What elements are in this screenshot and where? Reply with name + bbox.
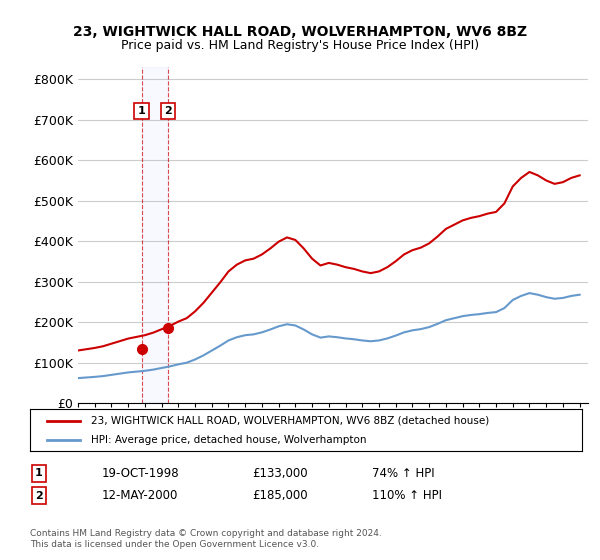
- Text: 2: 2: [164, 106, 172, 116]
- Text: 2: 2: [35, 491, 43, 501]
- Text: £133,000: £133,000: [252, 466, 308, 480]
- Text: 110% ↑ HPI: 110% ↑ HPI: [372, 489, 442, 502]
- Text: 74% ↑ HPI: 74% ↑ HPI: [372, 466, 434, 480]
- Text: 1: 1: [137, 106, 145, 116]
- Text: 23, WIGHTWICK HALL ROAD, WOLVERHAMPTON, WV6 8BZ (detached house): 23, WIGHTWICK HALL ROAD, WOLVERHAMPTON, …: [91, 416, 489, 426]
- Text: Contains HM Land Registry data © Crown copyright and database right 2024.
This d: Contains HM Land Registry data © Crown c…: [30, 529, 382, 549]
- Text: HPI: Average price, detached house, Wolverhampton: HPI: Average price, detached house, Wolv…: [91, 435, 366, 445]
- Text: 19-OCT-1998: 19-OCT-1998: [102, 466, 179, 480]
- Text: £185,000: £185,000: [252, 489, 308, 502]
- Text: 12-MAY-2000: 12-MAY-2000: [102, 489, 178, 502]
- Text: Price paid vs. HM Land Registry's House Price Index (HPI): Price paid vs. HM Land Registry's House …: [121, 39, 479, 52]
- Text: 23, WIGHTWICK HALL ROAD, WOLVERHAMPTON, WV6 8BZ: 23, WIGHTWICK HALL ROAD, WOLVERHAMPTON, …: [73, 25, 527, 39]
- Text: 1: 1: [35, 468, 43, 478]
- Bar: [142, 67, 168, 403]
